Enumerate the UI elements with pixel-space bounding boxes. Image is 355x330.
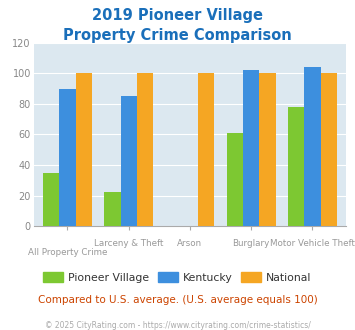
Bar bbox=[104, 192, 121, 226]
Bar bbox=[321, 73, 337, 226]
Text: © 2025 CityRating.com - https://www.cityrating.com/crime-statistics/: © 2025 CityRating.com - https://www.city… bbox=[45, 321, 310, 330]
Text: Larceny & Theft: Larceny & Theft bbox=[94, 239, 163, 248]
Text: 2019 Pioneer Village: 2019 Pioneer Village bbox=[92, 8, 263, 23]
Bar bbox=[121, 96, 137, 226]
Bar bbox=[59, 89, 76, 226]
Bar bbox=[243, 70, 259, 226]
Text: Arson: Arson bbox=[178, 239, 202, 248]
Legend: Pioneer Village, Kentucky, National: Pioneer Village, Kentucky, National bbox=[39, 268, 316, 287]
Text: Burglary: Burglary bbox=[233, 239, 270, 248]
Text: Compared to U.S. average. (U.S. average equals 100): Compared to U.S. average. (U.S. average … bbox=[38, 295, 317, 305]
Text: Motor Vehicle Theft: Motor Vehicle Theft bbox=[270, 239, 355, 248]
Bar bbox=[288, 107, 304, 226]
Bar bbox=[304, 67, 321, 226]
Bar bbox=[259, 73, 275, 226]
Text: All Property Crime: All Property Crime bbox=[28, 248, 107, 257]
Bar bbox=[76, 73, 92, 226]
Text: Property Crime Comparison: Property Crime Comparison bbox=[63, 28, 292, 43]
Bar bbox=[227, 133, 243, 226]
Bar bbox=[137, 73, 153, 226]
Bar bbox=[198, 73, 214, 226]
Bar bbox=[43, 173, 59, 226]
